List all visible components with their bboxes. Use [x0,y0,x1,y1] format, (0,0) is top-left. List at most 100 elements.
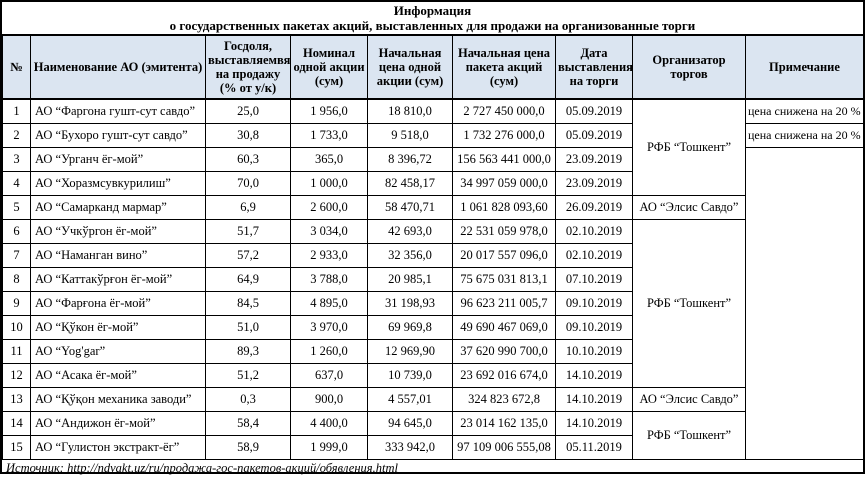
table-header-row: № Наименование АО (эмитента) Госдоля, вы… [2,34,864,100]
listing-date-cell: 09.10.2019 [555,291,633,316]
listing-date-cell: 02.10.2019 [555,219,633,244]
share-price-cell: 58 470,71 [367,195,453,220]
state-share-cell: 58,4 [205,411,291,436]
package-price-cell: 2 727 450 000,0 [452,98,556,124]
state-share-cell: 57,2 [205,243,291,268]
row-number-cell: 11 [2,339,31,364]
table-row: 2 АО “Бухоро гушт-сут савдо” 30,8 1 733,0 9 … [2,123,864,148]
share-price-cell: 20 985,1 [367,267,453,292]
state-share-cell: 6,9 [205,195,291,220]
state-share-cell: 0,3 [205,387,291,412]
document-subtitle: о государственных пакетах акций, выставл… [169,18,696,33]
listing-date-cell: 02.10.2019 [555,243,633,268]
column-header-number: № [2,34,31,100]
column-header-company: Наименование АО (эмитента) [30,34,206,100]
state-share-cell: 51,7 [205,219,291,244]
column-header-share-price: Начальная цена одной акции (сум) [367,34,453,100]
nominal-cell: 1 733,0 [290,123,368,148]
column-header-note: Примечание [745,34,864,100]
nominal-cell: 900,0 [290,387,368,412]
table-row: 15 АО “Гулистон экстракт-ёг” 58,9 1 999,0 33… [2,435,864,460]
package-price-cell: 34 997 059 000,0 [452,171,556,196]
listing-date-cell: 26.09.2019 [555,195,633,220]
listing-date-cell: 14.10.2019 [555,411,633,436]
listing-date-cell: 05.11.2019 [555,435,633,460]
state-share-cell: 70,0 [205,171,291,196]
table-row: 4 АО “Хоразмсувкурилиш” 70,0 1 000,0 82 458,… [2,171,864,196]
company-name-cell: АО “Хоразмсувкурилиш” [30,171,206,196]
row-number-cell: 4 [2,171,31,196]
row-number-cell: 5 [2,195,31,220]
column-header-package-price: Начальная цена пакета акций (сум) [452,34,556,100]
row-number-cell: 6 [2,219,31,244]
state-share-cell: 64,9 [205,267,291,292]
company-name-cell: АО “Урганч ёг-мой” [30,147,206,172]
listing-date-cell: 09.10.2019 [555,315,633,340]
row-number-cell: 8 [2,267,31,292]
share-price-cell: 12 969,90 [367,339,453,364]
listing-date-cell: 14.10.2019 [555,363,633,388]
share-price-cell: 8 396,72 [367,147,453,172]
company-name-cell: АО “Қўкон ёг-мой” [30,315,206,340]
state-share-cell: 60,3 [205,147,291,172]
row-number-cell: 14 [2,411,31,436]
package-price-cell: 324 823 672,8 [452,387,556,412]
nominal-cell: 3 788,0 [290,267,368,292]
package-price-cell: 37 620 990 700,0 [452,339,556,364]
source-text: Источник: http://ndvakt.uz/ru/продажа-го… [6,461,398,475]
nominal-cell: 3 034,0 [290,219,368,244]
row-number-cell: 10 [2,315,31,340]
stock-packages-table: № Наименование АО (эмитента) Госдоля, вы… [2,34,864,460]
package-price-cell: 1 732 276 000,0 [452,123,556,148]
organizer-cell: АО “Элсис Савдо” [632,387,746,412]
package-price-cell: 23 014 162 135,0 [452,411,556,436]
company-name-cell: АО “Қўқон механика заводи” [30,387,206,412]
table-row: 6 АО “Учкўргон ёг-мой” 51,7 3 034,0 42 693,0… [2,219,864,388]
organizer-cell: РФБ “Тошкент” [632,98,746,196]
state-share-cell: 25,0 [205,98,291,124]
company-name-cell: АО “Гулистон экстракт-ёг” [30,435,206,460]
company-name-cell: АО “Андижон ёг-мой” [30,411,206,436]
share-price-cell: 31 198,93 [367,291,453,316]
share-price-cell: 9 518,0 [367,123,453,148]
organizer-cell: АО “Элсис Савдо” [632,195,746,220]
share-price-cell: 94 645,0 [367,411,453,436]
row-number-cell: 12 [2,363,31,388]
state-share-cell: 51,2 [205,363,291,388]
share-price-cell: 69 969,8 [367,315,453,340]
listing-date-cell: 05.09.2019 [555,98,633,124]
package-price-cell: 96 623 211 005,7 [452,291,556,316]
state-share-cell: 51,0 [205,315,291,340]
package-price-cell: 97 109 006 555,08 [452,435,556,460]
note-cell [745,147,864,460]
nominal-cell: 637,0 [290,363,368,388]
table-row: 5 АО “Самарканд мармар” 6,9 2 600,0 58 470,7… [2,195,864,220]
row-number-cell: 15 [2,435,31,460]
table-row: 10 АО “Қўкон ёг-мой” 51,0 3 970,0 69 969,8 49… [2,315,864,340]
table-row: 14 АО “Андижон ёг-мой” 58,4 4 400,0 94 645,0… [2,411,864,460]
table-row: 13 АО “Қўқон механика заводи” 0,3 900,0 4 55… [2,387,864,412]
row-number-cell: 2 [2,123,31,148]
table-row: 1 АО “Фаргона гушт-сут савдо” 25,0 1 956,0 1… [2,98,864,196]
nominal-cell: 4 895,0 [290,291,368,316]
nominal-cell: 2 600,0 [290,195,368,220]
package-price-cell: 22 531 059 978,0 [452,219,556,244]
nominal-cell: 3 970,0 [290,315,368,340]
table-row: 12 АО “Асака ёг-мой” 51,2 637,0 10 739,0 23 6… [2,363,864,388]
state-share-cell: 84,5 [205,291,291,316]
nominal-cell: 1 000,0 [290,171,368,196]
note-cell: цена снижена на 20 % [745,123,864,148]
company-name-cell: АО “Бухоро гушт-сут савдо” [30,123,206,148]
nominal-cell: 1 999,0 [290,435,368,460]
share-price-cell: 333 942,0 [367,435,453,460]
column-header-nominal: Номинал одной акции (сум) [290,34,368,100]
company-name-cell: АО “Фарғона ёг-мой” [30,291,206,316]
table-row: 3 АО “Урганч ёг-мой” 60,3 365,0 8 396,72 156 … [2,147,864,460]
table-row: 9 АО “Фарғона ёг-мой” 84,5 4 895,0 31 198,93… [2,291,864,316]
listing-date-cell: 23.09.2019 [555,147,633,172]
package-price-cell: 75 675 031 813,1 [452,267,556,292]
company-name-cell: АО “Асака ёг-мой” [30,363,206,388]
nominal-cell: 1 260,0 [290,339,368,364]
share-price-cell: 18 810,0 [367,98,453,124]
row-number-cell: 1 [2,98,31,124]
